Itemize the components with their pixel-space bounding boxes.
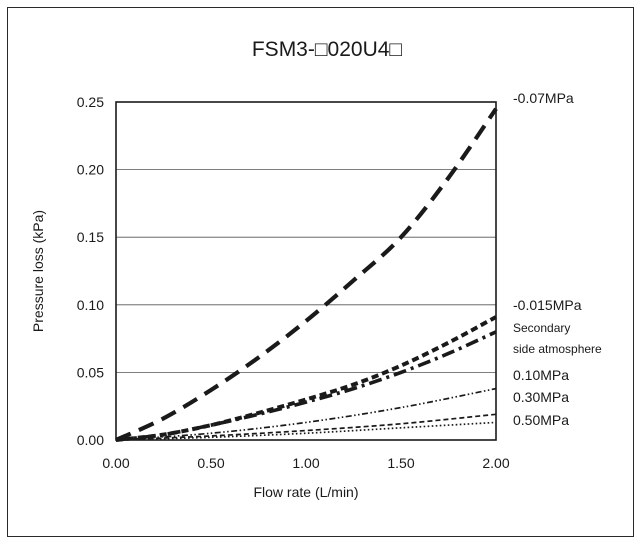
- y-tick-label: 0.20: [77, 162, 104, 178]
- x-tick-label: 0.00: [102, 455, 129, 471]
- x-tick-label: 0.50: [197, 455, 224, 471]
- series-label-5: 0.50MPa: [513, 412, 569, 428]
- y-axis-label: Pressure loss (kPa): [30, 210, 46, 332]
- grid-lines: [116, 169, 496, 373]
- plot-area-border: [115, 101, 497, 441]
- series-line-1: [115, 315, 497, 442]
- series-label-2: Secondary side atmosphere: [513, 321, 602, 356]
- series-label-3: 0.10MPa: [513, 367, 569, 383]
- x-tick-label: 1.50: [387, 455, 414, 471]
- series-line-3: [115, 387, 497, 441]
- series-line-2: [115, 330, 497, 442]
- y-tick-label: 0.05: [77, 364, 104, 380]
- y-tick-label: 0.10: [77, 297, 104, 313]
- y-tick-label: 0.25: [77, 94, 104, 110]
- x-tick-label: 1.00: [292, 455, 319, 471]
- series-label-4: 0.30MPa: [513, 389, 569, 405]
- series-line-5: [115, 421, 497, 441]
- x-axis-label: Flow rate (L/min): [253, 484, 358, 500]
- axis-tick-labels: 0.00 0.05 0.10 0.15 0.20 0.25 0.00 0.50 1.00 1.50…: [77, 94, 510, 471]
- series-line-4: [115, 413, 497, 441]
- series-line-0: [115, 107, 498, 442]
- chart-title: FSM3-□020U4□: [252, 38, 403, 61]
- chart-frame: [7, 7, 634, 537]
- series-label-0: -0.07MPa: [513, 90, 574, 106]
- y-tick-label: 0.15: [77, 229, 104, 245]
- series-lines: [115, 107, 498, 442]
- x-tick-label: 2.00: [482, 455, 509, 471]
- series-label-1: -0.015MPa: [513, 297, 582, 313]
- series-labels: -0.07MPa -0.015MPa Secondary side atmospher…: [513, 90, 602, 428]
- y-tick-label: 0.00: [77, 432, 104, 448]
